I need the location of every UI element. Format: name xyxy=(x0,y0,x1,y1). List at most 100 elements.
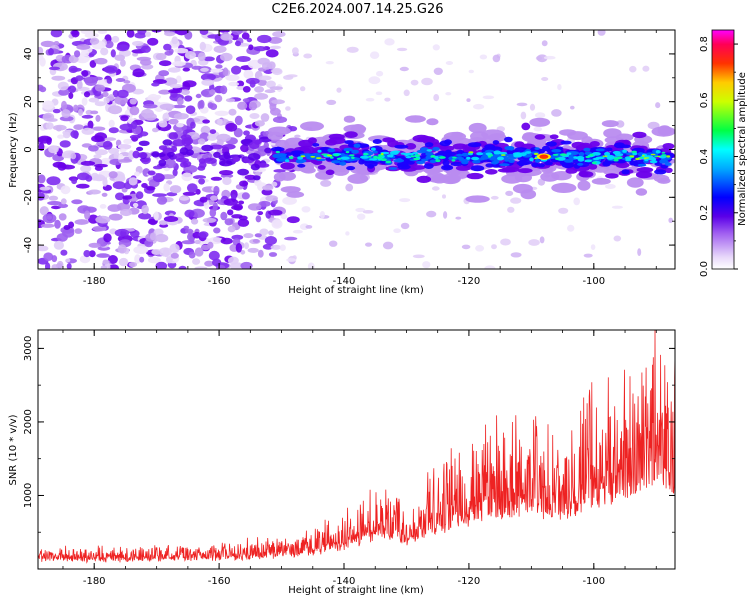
spectrogram-noise-cell xyxy=(115,78,126,82)
spectrogram-band-cell xyxy=(353,143,361,148)
spectrogram-band-cell xyxy=(416,160,426,165)
spectrogram-noise-cell xyxy=(38,53,44,61)
spectrogram-noise-cell xyxy=(204,260,214,267)
spectrogram-band-cell xyxy=(642,154,645,157)
spectrogram-band-cell xyxy=(517,168,533,174)
spectrogram-noise-cell xyxy=(107,255,118,264)
spectrogram-noise-cell xyxy=(158,70,170,77)
spectrogram-noise-cell xyxy=(285,106,291,111)
snr-y-tick-label: 3000 xyxy=(23,336,34,361)
colorbar-tick-label: 0.2 xyxy=(699,205,710,221)
spectrogram-noise-cell xyxy=(94,165,103,171)
spectrogram-band-cell xyxy=(280,186,301,193)
spectrogram-noise-cell xyxy=(129,106,140,116)
spectrogram-band-cell xyxy=(222,144,236,150)
spectrogram-band-cell xyxy=(651,157,657,161)
spectrogram-band-cell xyxy=(392,150,401,153)
spectrogram-noise-cell xyxy=(53,41,60,46)
spectrogram-noise-cell xyxy=(198,178,206,185)
spectrogram-noise-cell xyxy=(222,67,229,77)
spectrogram-noise-cell xyxy=(48,48,54,56)
spectrogram-noise-cell xyxy=(240,250,246,255)
spectrogram-noise-cell xyxy=(87,189,101,195)
spectrogram-band-cell xyxy=(559,129,577,136)
spectrogram-band-cell xyxy=(629,155,635,158)
spectrogram-noise-cell xyxy=(111,35,120,43)
spectrogram-band-cell xyxy=(451,131,464,138)
spectrogram-noise-cell xyxy=(241,192,250,200)
spectrogram-noise-cell xyxy=(60,185,71,195)
spectrogram-noise-cell xyxy=(195,93,202,99)
spectrogram-noise-cell xyxy=(442,194,446,199)
spectrogram-noise-cell xyxy=(167,67,181,73)
spectrogram-noise-cell xyxy=(163,183,170,192)
spectrogram-band-cell xyxy=(626,177,644,188)
spectrogram-band-cell xyxy=(664,167,673,173)
spectrogram-noise-cell xyxy=(262,185,274,191)
spectrogram-band-cell xyxy=(310,155,316,158)
spectrogram-band-cell xyxy=(461,152,469,157)
spectrogram-band-cell xyxy=(615,162,630,169)
spectrogram-noise-cell xyxy=(225,122,238,132)
spectrogram-noise-cell xyxy=(128,177,138,186)
spectrogram-band-cell xyxy=(451,159,456,162)
spectrogram-noise-cell xyxy=(178,196,190,201)
spectrogram-noise-cell xyxy=(112,181,126,190)
spectrogram-noise-cell xyxy=(39,206,49,216)
spectrogram-band-cell xyxy=(591,178,611,185)
spectrogram-noise-cell xyxy=(605,184,616,189)
spectrogram-noise-cell xyxy=(87,214,99,224)
spectrogram-band-cell xyxy=(467,142,482,148)
spectrogram-band-cell xyxy=(618,144,632,149)
spectrogram-noise-cell xyxy=(551,109,562,117)
spectrogram-band-cell xyxy=(371,147,376,151)
spectrogram-noise-cell xyxy=(355,207,366,213)
spectrogram-ticks: -180 -160 -140 -120 -100 -40 -20 0 20 40 xyxy=(23,29,675,287)
spectrogram-noise-cell xyxy=(61,109,71,118)
spectrogram-noise-cell xyxy=(162,112,170,122)
spectrogram-band-cell xyxy=(555,157,560,161)
spectrogram-noise-cell xyxy=(163,77,178,86)
spectrogram-noise-cell xyxy=(539,236,545,244)
spectrogram-noise-cell xyxy=(79,255,91,264)
spectrogram-noise-cell xyxy=(637,248,642,256)
spectrogram-noise-cell xyxy=(611,205,624,209)
spectrogram-noise-cell xyxy=(319,211,325,219)
spectrogram-band-cell xyxy=(292,152,303,158)
spectrogram-band-cell xyxy=(552,153,559,156)
spectrogram-x-tick-label: -100 xyxy=(582,276,605,287)
spectrogram-noise-cell xyxy=(63,225,71,230)
spectrogram-noise-cell xyxy=(403,89,410,97)
spectrogram-band-cell xyxy=(172,139,186,147)
spectrogram-noise-cell xyxy=(158,220,168,226)
spectrogram-noise-cell xyxy=(38,46,44,55)
spectrogram-noise-cell xyxy=(76,80,83,89)
spectrogram-noise-cell xyxy=(138,131,149,137)
spectrogram-noise-cell xyxy=(543,55,556,60)
spectrogram-noise-cell xyxy=(117,244,127,254)
spectrogram-band-cell xyxy=(180,161,188,168)
spectrogram-band-cell xyxy=(351,156,355,159)
spectrogram-noise-cell xyxy=(172,168,178,177)
snr-frame xyxy=(37,329,676,570)
spectrogram-band-cell xyxy=(346,166,356,171)
spectrogram-noise-cell xyxy=(227,256,239,265)
spectrogram-noise-cell xyxy=(62,153,70,159)
spectrogram-noise-cell xyxy=(159,103,175,111)
spectrogram-noise-cell xyxy=(51,264,59,269)
spectrogram-noise-cell xyxy=(238,200,245,205)
spectrogram-band-cell xyxy=(489,154,494,157)
spectrogram-noise-cell xyxy=(294,134,301,138)
spectrogram-noise-cell xyxy=(170,83,183,89)
spectrogram-noise-cell xyxy=(168,89,181,94)
spectrogram-noise-cell xyxy=(152,173,165,183)
spectrogram-band-cell xyxy=(471,156,480,161)
spectrogram-noise-cell xyxy=(433,94,440,102)
spectrogram-noise-cell xyxy=(170,252,179,259)
spectrogram-noise-cell xyxy=(108,171,118,179)
spectrogram-noise-cell xyxy=(505,190,514,196)
spectrogram-noise-cell xyxy=(301,206,311,213)
spectrogram-noise-cell xyxy=(171,36,179,45)
spectrogram-noise-cell xyxy=(214,94,223,103)
